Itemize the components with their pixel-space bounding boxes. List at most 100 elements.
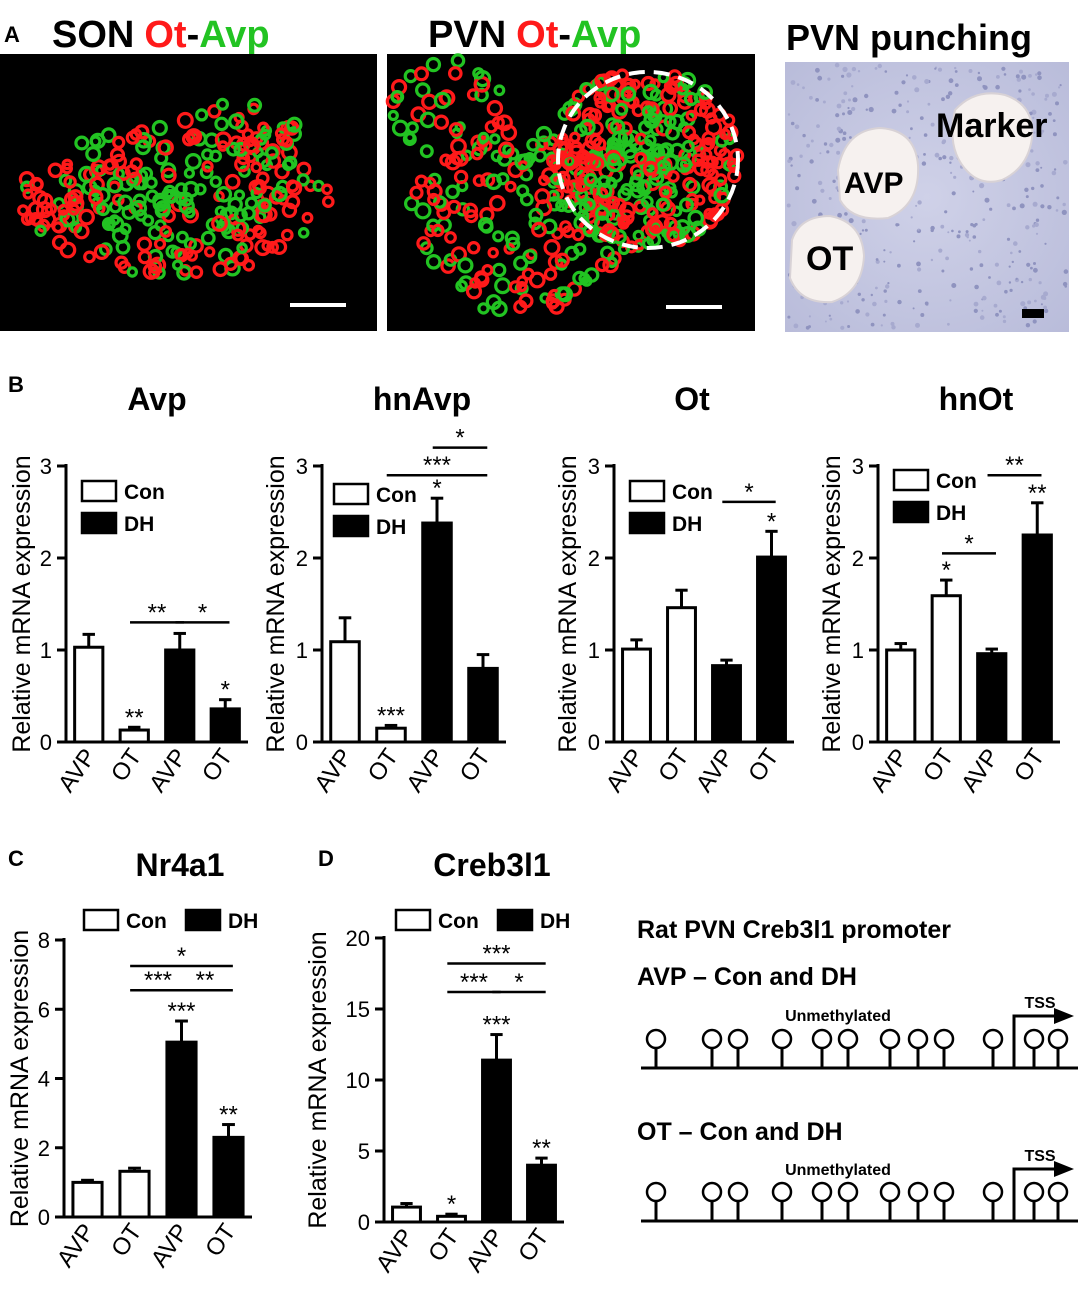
tissue-speck: [910, 127, 913, 131]
pvn-cell: [534, 188, 551, 205]
y-tick-label: 3: [588, 454, 600, 479]
tissue-speck: [1033, 267, 1038, 273]
tissue-speck: [836, 150, 841, 155]
son-cell: [247, 97, 263, 113]
son-cell: [244, 135, 257, 148]
son-cell: [281, 202, 298, 218]
pvn-cell: [493, 84, 506, 97]
tissue-speck: [1043, 308, 1049, 314]
tissue-speck: [841, 99, 846, 104]
son-cell: [321, 195, 335, 208]
son-cell: [274, 127, 288, 140]
son-cell: [268, 190, 284, 205]
pvn-cell: [657, 144, 671, 158]
pvn-cell: [596, 182, 613, 199]
son-cell: [135, 139, 151, 156]
y-tick-label: 2: [40, 546, 52, 571]
pvn-cell: [537, 174, 550, 187]
cpg-site-unmethylated: [727, 1181, 749, 1203]
son-cell: [61, 158, 74, 171]
bracket-significance: *: [198, 599, 207, 626]
tissue-speck: [1010, 251, 1013, 255]
tissue-speck: [915, 322, 920, 328]
son-cell: [203, 246, 216, 258]
pvn-cell: [683, 91, 699, 107]
pvn-cell: [447, 66, 463, 81]
son-cell: [281, 135, 293, 148]
pvn-cell: [648, 219, 664, 234]
x-tick-label: AVP: [461, 1224, 510, 1277]
pvn-cell: [594, 257, 610, 273]
pvn-cell: [700, 148, 713, 161]
pvn-cell: [492, 230, 505, 243]
promoter-row-label: AVP – Con and DH: [637, 963, 857, 991]
y-tick-label: 2: [852, 546, 864, 571]
y-axis-label: Relative mRNA expression: [8, 455, 36, 752]
panel-label-b: B: [8, 372, 24, 397]
tissue-speck: [1002, 315, 1006, 319]
son-cell: [176, 111, 194, 129]
tissue-speck: [827, 77, 831, 81]
tissue-speck: [1055, 209, 1059, 212]
bracket-significance: *: [514, 969, 523, 996]
tissue-speck: [1020, 301, 1026, 307]
son-cell: [250, 161, 263, 174]
tissue-speck: [823, 142, 828, 146]
tissue-speck: [840, 301, 844, 305]
tissue-speck: [1034, 222, 1039, 227]
tissue-speck: [1030, 266, 1033, 270]
pvn-cell: [583, 173, 598, 188]
methylation-title: Rat PVN Creb3l1 promoter: [637, 916, 951, 944]
tissue-speck: [880, 324, 883, 327]
chart-title: Nr4a1: [136, 847, 225, 883]
son-cell: [257, 198, 272, 213]
x-tick-label: AVP: [146, 1219, 195, 1272]
tissue-speck: [906, 110, 910, 114]
tissue-speck: [815, 67, 820, 73]
pvn-cell: [701, 131, 716, 146]
tissue-speck: [835, 186, 839, 190]
son-cell: [44, 202, 58, 216]
tissue-speck: [882, 313, 886, 317]
y-tick-label: 1: [588, 638, 600, 663]
tissue-speck: [861, 298, 865, 302]
tissue-speck: [832, 179, 836, 183]
pvn-cell: [402, 132, 417, 147]
tissue-speck: [1019, 203, 1025, 209]
pvn-cell: [556, 286, 574, 303]
y-axis-label: Relative mRNA expression: [554, 455, 582, 752]
tissue-speck: [877, 63, 882, 69]
son-cell: [157, 139, 174, 156]
tissue-speck: [848, 218, 854, 224]
bar: [885, 648, 917, 744]
pvn-cell: [518, 293, 534, 309]
tissue-speck: [944, 210, 948, 214]
tissue-speck: [901, 80, 906, 85]
pvn-cell: [514, 153, 531, 171]
pvn-cell: [681, 139, 695, 153]
tss-arrow: [1012, 1014, 1058, 1068]
tissue-speck: [790, 164, 793, 167]
pvn-cell: [594, 206, 610, 221]
tissue-speck: [941, 269, 945, 273]
legend-label-dh: DH: [376, 516, 406, 539]
cpg-site-unmethylated: [1023, 1028, 1045, 1050]
tissue-speck: [846, 72, 852, 78]
bar-significance: **: [1028, 480, 1047, 507]
tissue-speck: [1032, 319, 1037, 324]
legend-label-con: Con: [672, 481, 713, 504]
son-cell: [77, 165, 96, 183]
pvn-cell: [409, 185, 424, 200]
tissue-speck: [824, 320, 827, 323]
legend-label-dh: DH: [124, 513, 154, 536]
tissue-speck: [805, 325, 810, 330]
son-cell: [74, 135, 90, 151]
bar: [526, 1163, 557, 1224]
pvn-cell: [445, 184, 460, 200]
pvn-cell: [416, 236, 431, 251]
tissue-speck: [816, 124, 820, 128]
tissue-speck: [1028, 88, 1031, 91]
tissue-speck: [1032, 224, 1036, 228]
pvn-cell: [601, 223, 616, 238]
